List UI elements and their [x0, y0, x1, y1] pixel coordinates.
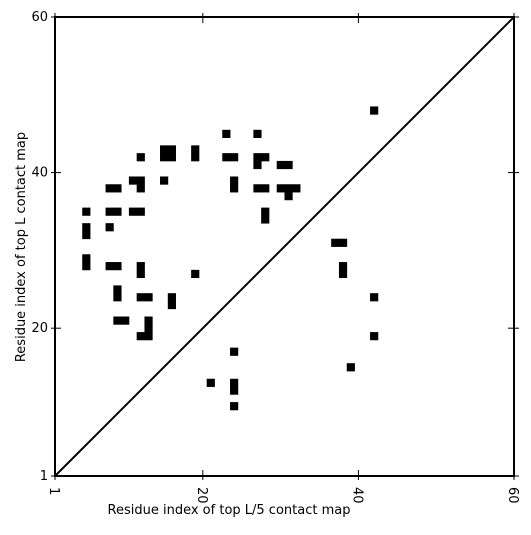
y-tick-label: 60 — [31, 10, 48, 25]
contact-cell-upper — [167, 153, 176, 162]
contact-cell-upper — [121, 316, 130, 325]
contact-cell-upper — [230, 153, 239, 162]
contact-cell-upper — [136, 184, 145, 193]
contact-cell-upper — [167, 293, 176, 302]
contact-cell-upper — [113, 293, 122, 302]
contact-cell-upper — [113, 262, 122, 271]
contact-cell-upper — [136, 269, 145, 279]
contact-cell-upper — [276, 184, 285, 193]
contact-cell-upper — [105, 207, 114, 216]
x-tick-label: 20 — [194, 487, 209, 504]
contact-cell-upper — [276, 160, 285, 170]
contact-cell-lower — [230, 402, 239, 411]
contact-cell-upper — [284, 184, 293, 193]
diagonal-line — [54, 16, 515, 477]
contact-cell-upper — [284, 160, 293, 170]
contact-cell-upper — [113, 184, 122, 193]
contact-cell-upper — [82, 207, 91, 216]
axis-ticks: 1 20 40 60 1 20 40 60 — [31, 10, 520, 504]
contact-cell-upper — [105, 223, 114, 232]
contact-cell-upper — [105, 184, 114, 193]
contact-cell-upper — [144, 332, 153, 341]
contact-cell-upper — [230, 176, 239, 185]
contact-cell-upper — [144, 316, 153, 325]
contact-cell-upper — [261, 153, 270, 162]
contact-cells — [82, 106, 379, 411]
y-tick-label: 40 — [31, 166, 48, 181]
x-axis-label: Residue index of top L/5 contact map — [108, 503, 351, 518]
contact-cell-upper — [284, 192, 293, 201]
contact-cell-upper — [167, 145, 176, 154]
contact-cell-upper — [338, 269, 348, 279]
contact-cell-upper — [113, 316, 122, 325]
contact-cell-upper — [338, 238, 348, 247]
contact-cell-upper — [136, 176, 145, 185]
contact-cell-upper — [128, 176, 138, 185]
contact-cell-upper — [230, 184, 239, 193]
contact-cell-upper — [292, 184, 301, 193]
y-tick-label: 1 — [40, 469, 48, 484]
contact-cell-upper — [82, 262, 91, 271]
contact-cell-upper — [253, 184, 262, 193]
contact-cell-upper — [222, 153, 231, 162]
contact-cell-upper — [136, 293, 145, 302]
contact-cell-upper — [261, 215, 270, 224]
plot-frame — [54, 16, 515, 477]
x-tick-label: 1 — [46, 487, 61, 495]
contact-cell-upper — [136, 332, 145, 341]
contact-cell-upper — [191, 145, 200, 154]
contact-cell-upper — [191, 153, 200, 162]
contact-cell-upper — [113, 285, 122, 294]
contact-cell-upper — [167, 300, 176, 310]
contact-cell-lower — [230, 386, 239, 395]
contact-cell-upper — [253, 160, 262, 170]
contact-cell-upper — [82, 254, 91, 263]
contact-cell-upper — [136, 207, 145, 216]
contact-cell-upper — [370, 332, 379, 341]
contact-cell-upper — [346, 363, 355, 372]
contact-cell-lower — [206, 378, 215, 387]
contact-cell-upper — [144, 293, 153, 302]
contact-cell-upper — [253, 153, 262, 162]
contact-cell-upper — [331, 238, 340, 247]
x-tick-label: 60 — [505, 487, 520, 504]
contact-cell-upper — [261, 207, 270, 216]
x-tick-label: 40 — [349, 487, 364, 504]
contact-cell-upper — [82, 223, 91, 232]
contact-cell-upper — [160, 145, 169, 154]
contact-cell-upper — [82, 230, 91, 240]
contact-cell-upper — [113, 207, 122, 216]
contact-cell-upper — [261, 184, 270, 193]
contact-cell-upper — [136, 153, 145, 162]
contact-cell-upper — [222, 129, 231, 138]
contact-cell-upper — [370, 293, 379, 302]
contact-cell-upper — [136, 262, 145, 271]
contact-cell-upper — [128, 207, 138, 216]
y-axis-label: Residue index of top L contact map — [14, 132, 29, 362]
contact-cell-upper — [105, 262, 114, 271]
contact-cell-upper — [160, 176, 169, 185]
contact-cell-lower — [230, 378, 239, 387]
y-tick-label: 20 — [31, 321, 48, 336]
contact-cell-upper — [370, 106, 379, 115]
contact-cell-lower — [230, 347, 239, 356]
contact-cell-upper — [191, 269, 200, 279]
contact-cell-upper — [160, 153, 169, 162]
contact-cell-upper — [253, 129, 262, 138]
contact-cell-upper — [144, 324, 153, 333]
contact-cell-upper — [338, 262, 348, 271]
